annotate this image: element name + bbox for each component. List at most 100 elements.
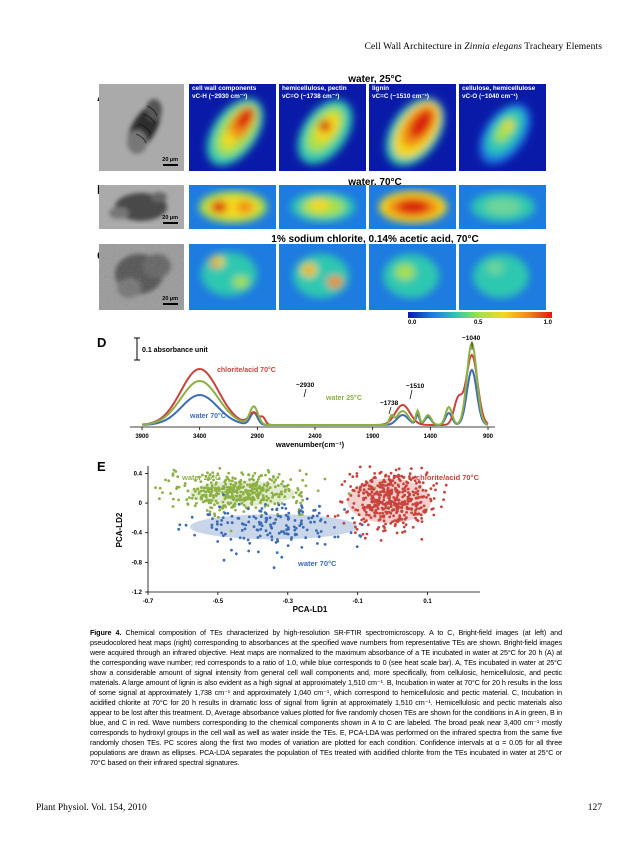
spectra-tick-label: 2900: [251, 434, 265, 440]
scatter-point: [201, 494, 204, 497]
scatter-point: [183, 482, 187, 485]
scatter-point: [246, 507, 250, 511]
spectrum-water-25: [141, 340, 489, 426]
scatter-point: [217, 492, 220, 496]
scatter-point: [403, 513, 406, 517]
scatter-point: [270, 491, 274, 495]
heatmap-a3: lignin νC=C (~1510 cm⁻¹): [369, 84, 456, 171]
scatter-point: [176, 475, 180, 478]
heatmap-b1: [189, 185, 276, 229]
scatter-point: [234, 481, 237, 485]
scatter-point: [209, 481, 213, 485]
scatter-point: [256, 536, 260, 539]
scatter-point: [227, 494, 230, 498]
scatter-point: [212, 478, 215, 482]
scatter-point: [210, 526, 214, 529]
scatter-point: [423, 511, 427, 514]
scatter-point: [202, 489, 206, 493]
pca-y-tick-label: 0: [139, 501, 143, 507]
scatter-point: [390, 509, 394, 512]
scatter-point: [406, 491, 410, 494]
scatter-point: [384, 522, 387, 526]
scatter-point: [431, 507, 435, 510]
scatter-point: [400, 510, 404, 513]
scatter-point: [228, 490, 232, 494]
pca-x-tick-label: 0.1: [423, 599, 432, 605]
scatter-point: [365, 532, 369, 536]
spectra-tick-label: 3900: [135, 434, 149, 440]
scatter-point: [416, 489, 420, 493]
scatter-point: [400, 517, 404, 521]
scatter-point: [392, 514, 395, 518]
scatter-point: [419, 500, 423, 504]
scatter-point: [277, 472, 281, 476]
scatter-point: [377, 498, 380, 502]
scatter-point: [235, 494, 239, 498]
scatter-point: [310, 516, 314, 520]
scatter-point: [309, 520, 312, 524]
scatter-point: [206, 471, 209, 475]
spectra-x-label: wavenumber(cm⁻¹): [275, 440, 345, 449]
scatter-point: [220, 519, 224, 522]
scatter-point: [264, 529, 268, 532]
scatter-point: [242, 536, 246, 540]
scatter-point: [405, 484, 408, 487]
scatter-point: [273, 521, 277, 525]
scatter-point: [244, 523, 248, 527]
row-title-c: 1% sodium chlorite, 0.14% acetic acid, 7…: [271, 234, 479, 245]
scatter-point: [370, 487, 373, 491]
scatter-point: [205, 483, 209, 487]
scatter-point: [270, 538, 274, 542]
scatter-point: [248, 541, 252, 545]
scatter-point: [411, 490, 415, 494]
scatter-point: [420, 466, 424, 470]
scatter-point: [211, 517, 214, 520]
scatter-point: [416, 512, 419, 516]
scatter-point: [420, 520, 424, 523]
scatter-point: [195, 501, 198, 505]
scatter-point: [411, 476, 415, 480]
scatter-point: [253, 487, 257, 491]
spectra-plot: 0.1 absorbance unit 3900 3400 2900 2400 1900…: [130, 335, 495, 449]
scatter-point: [242, 522, 245, 526]
scatter-point: [264, 473, 267, 477]
scatter-point: [333, 515, 337, 518]
scatter-point: [235, 499, 239, 503]
pca-x-ticks: -0.7 -0.5 -0.3 -0.1 0.1: [143, 592, 432, 605]
scatter-point: [381, 489, 384, 493]
scatter-point: [218, 505, 221, 509]
scatter-point: [270, 478, 274, 482]
scatter-point: [363, 536, 367, 540]
scatter-point: [197, 492, 201, 495]
scatter-point: [316, 531, 320, 535]
scatter-point: [347, 492, 351, 495]
scatter-point: [229, 529, 233, 533]
scatter-point: [400, 474, 403, 478]
scatter-point: [177, 527, 181, 531]
scatter-point: [378, 481, 382, 485]
scatter-point: [429, 497, 432, 501]
scatter-point: [223, 486, 226, 490]
scatter-point: [214, 499, 218, 503]
scatter-point: [411, 525, 415, 529]
heatmap-label-a2: hemicellulose, pectin νC=O (~1738 cm⁻¹): [282, 85, 347, 100]
scatter-point: [388, 496, 391, 500]
scatter-point: [248, 489, 252, 493]
scatter-point: [323, 477, 327, 481]
scatter-point: [277, 531, 281, 535]
scatter-point: [409, 467, 413, 470]
scatter-point: [425, 496, 428, 499]
series-label-water25: water 25°C: [325, 394, 362, 402]
pca-y-tick-label: -0.8: [132, 560, 143, 566]
scatter-point: [274, 485, 277, 489]
scatter-point: [234, 552, 238, 556]
scatter-point: [375, 511, 379, 515]
scatter-point: [315, 529, 318, 532]
heatmap-a4: cellulose, hemicellulose νC-O (~1040 cm⁻¹…: [459, 84, 546, 171]
brightfield-image-c: 20 µm: [99, 244, 184, 310]
spectra-tick-label: 1900: [366, 434, 380, 440]
scatter-point: [386, 486, 390, 490]
scatter-point: [202, 500, 205, 504]
spectra-x-ticks: 3900 3400 2900 2400 1900 1400 900: [135, 427, 494, 440]
scatter-point: [444, 483, 448, 487]
